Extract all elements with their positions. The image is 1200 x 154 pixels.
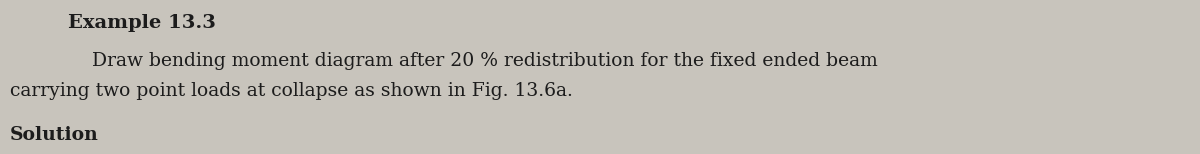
Text: carrying two point loads at collapse as shown in Fig. 13.6a.: carrying two point loads at collapse as …: [10, 82, 572, 100]
Text: Draw bending moment diagram after 20 % redistribution for the fixed ended beam: Draw bending moment diagram after 20 % r…: [68, 52, 877, 70]
Text: Example 13.3: Example 13.3: [68, 14, 216, 32]
Text: Solution: Solution: [10, 126, 98, 144]
